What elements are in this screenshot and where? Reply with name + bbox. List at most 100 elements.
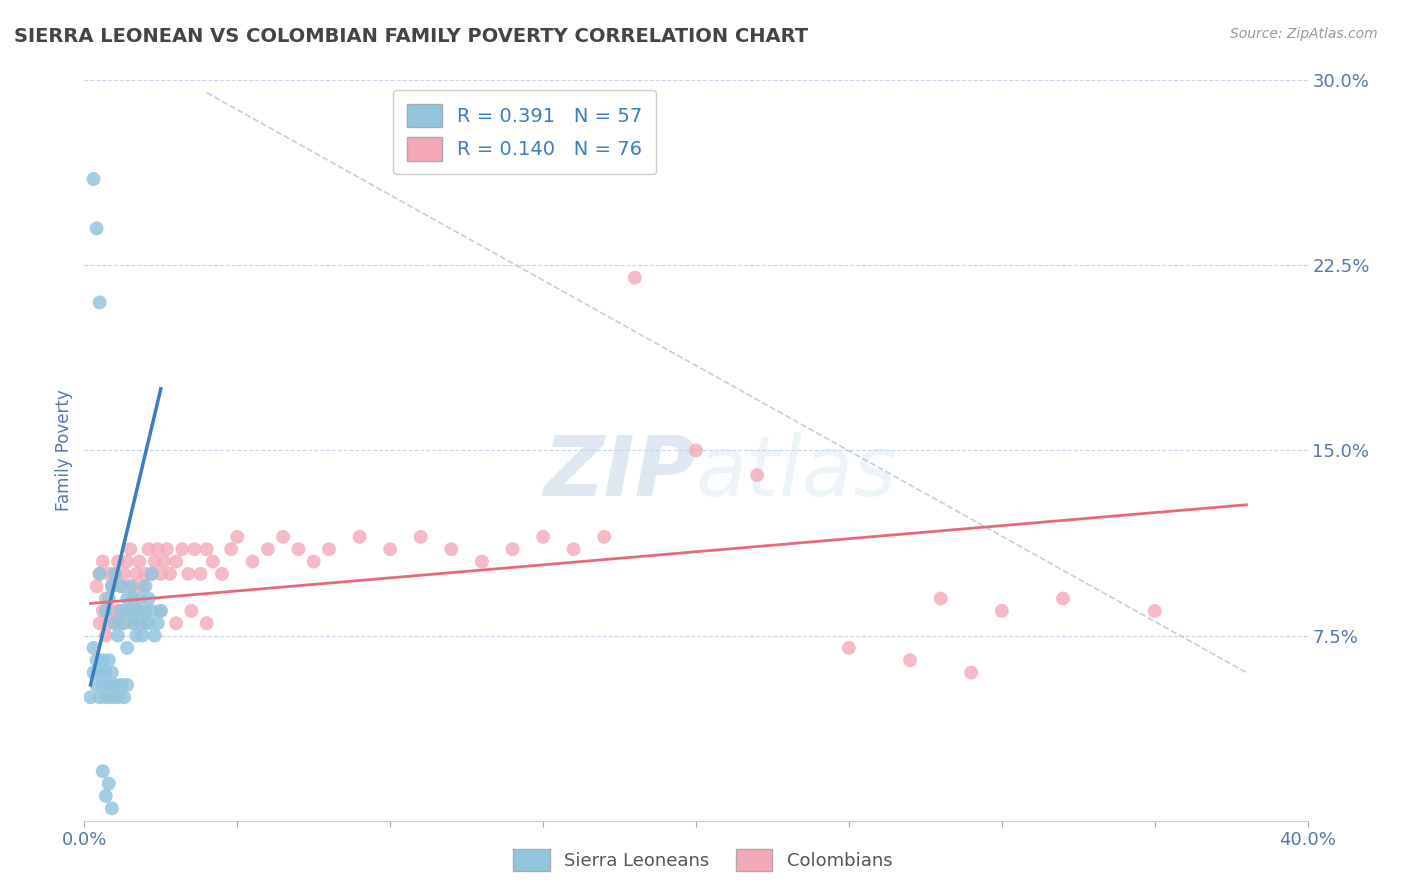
Point <box>219 542 242 557</box>
Point <box>115 555 138 569</box>
Point <box>104 566 127 581</box>
Point <box>110 579 132 593</box>
Text: SIERRA LEONEAN VS COLOMBIAN FAMILY POVERTY CORRELATION CHART: SIERRA LEONEAN VS COLOMBIAN FAMILY POVER… <box>14 27 808 45</box>
Point <box>112 690 135 705</box>
Text: Source: ZipAtlas.com: Source: ZipAtlas.com <box>1230 27 1378 41</box>
Point <box>86 678 108 692</box>
Point <box>89 690 111 705</box>
Point <box>110 579 132 593</box>
Point <box>89 665 111 680</box>
Point <box>97 616 120 631</box>
Point <box>960 665 983 680</box>
Point <box>122 616 145 631</box>
Point <box>101 604 124 618</box>
Point <box>226 530 249 544</box>
Point <box>97 566 120 581</box>
Point <box>318 542 340 557</box>
Point <box>131 579 153 593</box>
Y-axis label: Family Poverty: Family Poverty <box>55 390 73 511</box>
Point <box>156 542 179 557</box>
Point <box>83 665 105 680</box>
Point <box>135 579 157 593</box>
Point <box>165 555 187 569</box>
Point <box>242 555 264 569</box>
Point <box>89 566 111 581</box>
Point <box>180 604 202 618</box>
Point <box>502 542 524 557</box>
Point <box>440 542 463 557</box>
Point <box>271 530 294 544</box>
Point <box>115 591 138 606</box>
Point <box>94 665 117 680</box>
Point <box>128 555 150 569</box>
Point <box>143 555 166 569</box>
Point <box>101 690 124 705</box>
Point <box>471 555 494 569</box>
Point <box>79 690 101 705</box>
Point <box>257 542 280 557</box>
Point <box>624 270 647 285</box>
Point <box>593 530 616 544</box>
Point <box>91 764 114 779</box>
Point <box>122 579 145 593</box>
Point <box>135 604 157 618</box>
Point <box>929 591 952 606</box>
Point <box>91 678 114 692</box>
Point <box>86 579 108 593</box>
Point <box>120 579 142 593</box>
Point <box>86 221 108 235</box>
Legend: R = 0.391   N = 57, R = 0.140   N = 76: R = 0.391 N = 57, R = 0.140 N = 76 <box>394 90 657 175</box>
Point <box>211 566 233 581</box>
Point <box>838 640 860 655</box>
Text: ZIP: ZIP <box>543 432 696 513</box>
Point <box>141 566 163 581</box>
Legend: Sierra Leoneans, Colombians: Sierra Leoneans, Colombians <box>506 842 900 879</box>
Point <box>101 801 124 815</box>
Point <box>89 566 111 581</box>
Point <box>110 604 132 618</box>
Point <box>94 604 117 618</box>
Point <box>153 555 176 569</box>
Point <box>409 530 432 544</box>
Point <box>112 566 135 581</box>
Point <box>177 566 200 581</box>
Point <box>104 616 127 631</box>
Point <box>183 542 205 557</box>
Point <box>125 604 148 618</box>
Point <box>122 591 145 606</box>
Point <box>89 295 111 310</box>
Point <box>83 172 105 186</box>
Point <box>97 776 120 791</box>
Point <box>112 616 135 631</box>
Point <box>122 616 145 631</box>
Point <box>110 616 132 631</box>
Point <box>138 591 160 606</box>
Point <box>149 566 172 581</box>
Point <box>146 616 169 631</box>
Point <box>107 628 129 642</box>
Point <box>125 628 148 642</box>
Point <box>110 678 132 692</box>
Point <box>195 616 218 631</box>
Point <box>149 604 172 618</box>
Point <box>107 604 129 618</box>
Point <box>128 616 150 631</box>
Point <box>125 566 148 581</box>
Point <box>898 653 921 667</box>
Point <box>143 628 166 642</box>
Point <box>89 616 111 631</box>
Point <box>94 591 117 606</box>
Point <box>141 604 163 618</box>
Point <box>101 665 124 680</box>
Point <box>165 616 187 631</box>
Point <box>115 640 138 655</box>
Point <box>94 628 117 642</box>
Point <box>83 640 105 655</box>
Point <box>991 604 1014 618</box>
Point <box>1143 604 1166 618</box>
Point <box>120 604 142 618</box>
Point <box>195 542 218 557</box>
Text: atlas: atlas <box>696 432 897 513</box>
Point <box>190 566 212 581</box>
Point <box>685 443 707 458</box>
